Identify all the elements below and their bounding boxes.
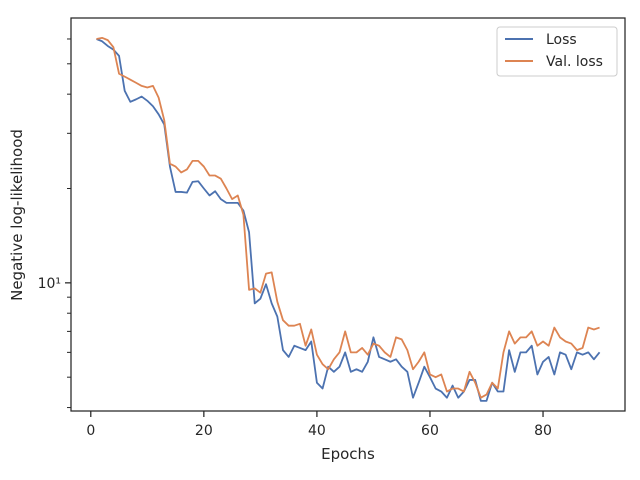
series-line-val-loss [96, 36, 600, 399]
plot-area [71, 18, 625, 411]
plot-frame [70, 17, 626, 412]
legend-label-val-loss: Val. loss [546, 54, 603, 70]
x-tick-label: 40 [308, 423, 326, 439]
legend-label-loss: Loss [546, 32, 577, 48]
x-axis-label: Epochs [321, 445, 375, 463]
x-tick-label: 20 [195, 423, 213, 439]
legend: Loss Val. loss [496, 26, 618, 77]
y-tick-label: 10¹ [38, 276, 61, 292]
series-line-loss [96, 38, 601, 402]
x-tick-label: 80 [534, 423, 552, 439]
y-axis-label: Negative log-likelihood [8, 129, 26, 301]
x-tick-label: 60 [421, 423, 439, 439]
x-tick-label: 0 [86, 423, 95, 439]
